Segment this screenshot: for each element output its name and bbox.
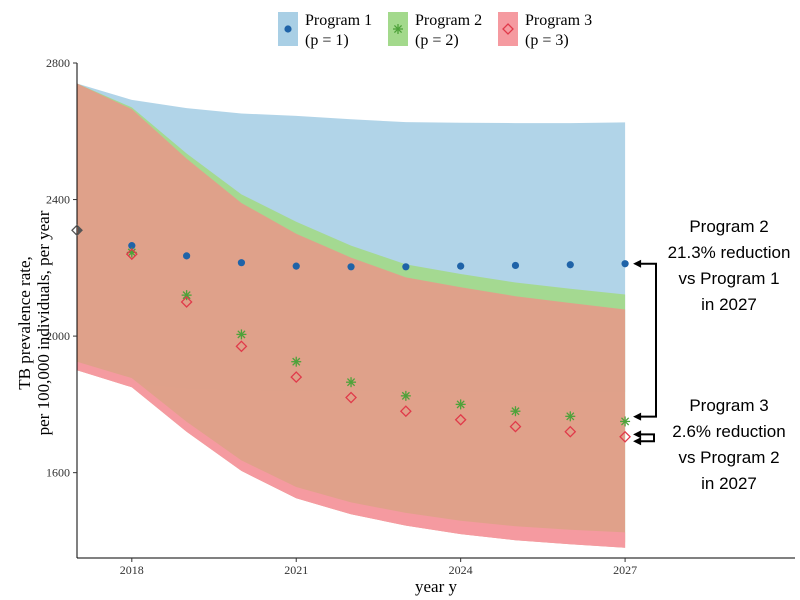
annotation-arrowhead [633, 412, 642, 421]
annotation-text-line: Program 2 [689, 217, 768, 236]
legend-param: (p = 2) [415, 32, 459, 49]
x-tick-label: 2024 [449, 563, 473, 577]
point-program-1 [183, 252, 191, 260]
y-tick-label: 1600 [46, 466, 70, 480]
point-program-1 [347, 263, 355, 271]
y-axis-label: TB prevalence rate,per 100,000 individua… [15, 210, 53, 435]
point-program-3 [180, 296, 193, 308]
point-program-2 [291, 356, 302, 367]
annotation-text-line: in 2027 [701, 295, 757, 314]
series-points [71, 224, 632, 443]
annotation-arrowhead [633, 430, 642, 439]
point-program-3 [454, 413, 467, 426]
point-program-2 [400, 390, 411, 401]
point-program-1 [128, 242, 136, 250]
y-tick-label: 2800 [46, 56, 70, 70]
point-program-2 [455, 399, 466, 410]
point-program-1 [402, 263, 410, 271]
x-tick-label: 2021 [284, 563, 308, 577]
legend-param: (p = 1) [305, 32, 349, 49]
point-program-1 [237, 259, 246, 267]
axes: 1600 2000 2400 2800 2018 2021 2024 2027 [46, 56, 795, 577]
annotation-text-line: 2.6% reduction [672, 422, 785, 441]
point-program-2 [236, 329, 247, 340]
point-program-3 [235, 340, 248, 353]
x-axis-label: year y [415, 577, 458, 596]
annotations: Program 2 21.3% reduction vs Program 1 in 2… [633, 217, 790, 493]
legend-label: Program 3 [525, 12, 592, 29]
annotation-text-line: in 2027 [701, 474, 757, 493]
legend: Program 1(p = 1)Program 2(p = 2)Program … [278, 12, 592, 49]
legend-marker-program-2 [393, 24, 403, 34]
legend-label: Program 1 [305, 12, 372, 29]
y-tick-label: 2000 [46, 329, 70, 343]
legend-param: (p = 3) [525, 32, 569, 49]
legend-label: Program 2 [415, 12, 482, 29]
point-program-2 [346, 377, 357, 388]
band-program-3-lower-edge [77, 361, 626, 548]
point-program-3 [509, 420, 522, 433]
point-program-3 [71, 224, 83, 237]
point-program-3 [125, 248, 138, 261]
legend-item-program-3: Program 3 (p = 3) [498, 12, 592, 49]
point-program-1 [457, 262, 465, 270]
point-program-1 [292, 262, 300, 270]
point-program-3 [399, 405, 412, 418]
band-program-3 [77, 83, 626, 548]
annotation-text-line: vs Program 2 [678, 448, 779, 467]
point-program-2 [510, 406, 521, 417]
point-program-2 [181, 290, 192, 301]
x-tick-label: 2027 [613, 563, 637, 577]
start-point [78, 226, 82, 235]
point-program-3 [290, 371, 303, 383]
y-axis-label-line: TB prevalence rate, [15, 256, 34, 390]
annotation-arrowhead [633, 437, 642, 446]
legend-swatch [498, 12, 518, 46]
legend-marker-program-1 [284, 25, 292, 33]
uncertainty-bands [77, 83, 626, 548]
point-program-1 [511, 261, 520, 270]
y-axis-label-line: per 100,000 individuals, per year [34, 210, 53, 435]
annotation-3: Program 3 2.6% reduction vs Program 2 in 20… [633, 396, 786, 493]
point-program-1 [566, 261, 574, 269]
annotation-bracket [637, 262, 657, 418]
legend-item-program-1: Program 1 (p = 1) [278, 12, 372, 49]
point-program-3 [345, 391, 357, 404]
x-tick-label: 2018 [120, 563, 144, 577]
annotation-arrowhead [633, 259, 642, 268]
annotation-bracket [637, 433, 655, 443]
point-program-2 [565, 411, 576, 422]
point-program-1 [621, 260, 629, 268]
annotation-2: Program 2 21.3% reduction vs Program 1 in 2… [633, 217, 790, 421]
point-program-3 [564, 425, 577, 438]
point-program-2 [620, 416, 631, 427]
point-program-3 [619, 430, 632, 443]
legend-marker-program-3 [502, 23, 514, 35]
annotation-text-line: 21.3% reduction [668, 243, 791, 262]
y-tick-label: 2400 [46, 193, 70, 207]
legend-item-program-2: Program 2 (p = 2) [388, 12, 482, 49]
annotation-text-line: Program 3 [689, 396, 768, 415]
annotation-text-line: vs Program 1 [678, 269, 779, 288]
